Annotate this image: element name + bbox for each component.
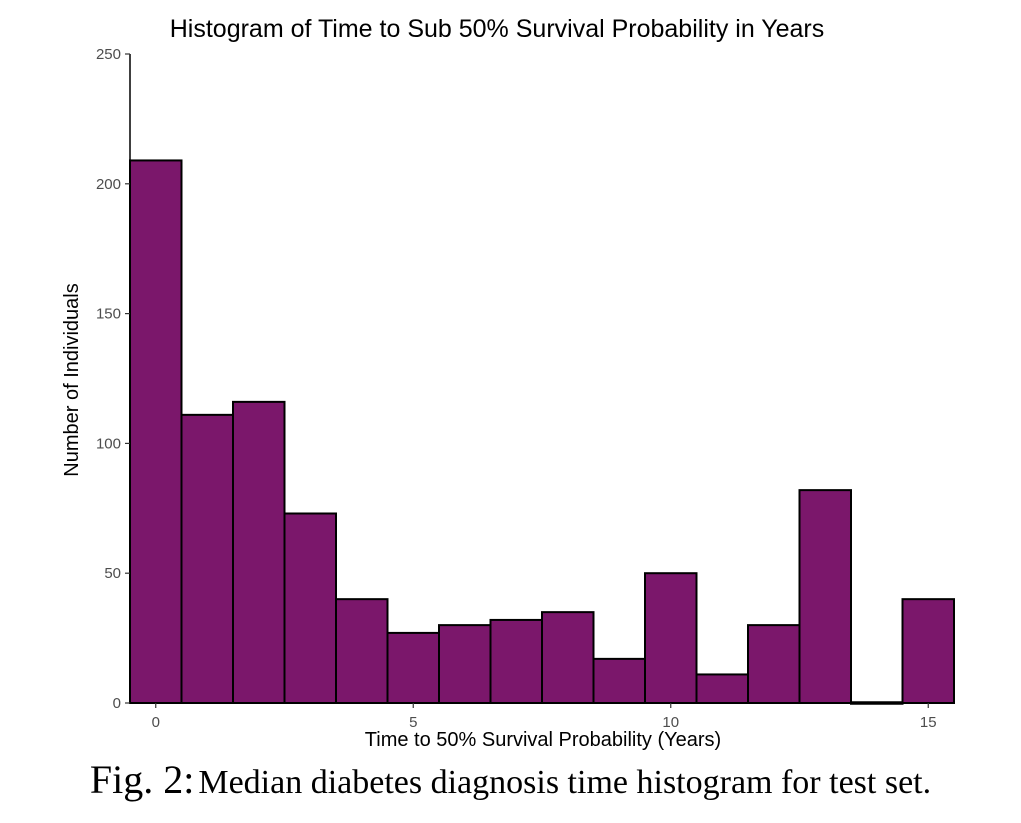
y-axis-label: Number of Individuals (61, 283, 83, 476)
y-tick-label: 0 (113, 695, 121, 712)
histogram-bar (335, 598, 389, 704)
histogram-bar (747, 624, 801, 704)
histogram-bar (592, 657, 646, 704)
histogram-bar (283, 512, 337, 704)
histogram-bar (180, 413, 234, 704)
figure-caption: Fig. 2: Median diabetes diagnosis time h… (0, 756, 1021, 803)
bars-group (129, 159, 955, 705)
x-tick-label: 15 (920, 714, 937, 731)
chart-title: Histogram of Time to Sub 50% Survival Pr… (170, 15, 824, 43)
histogram-bar (644, 572, 698, 705)
x-axis-label: Time to 50% Survival Probability (Years) (365, 729, 721, 750)
x-axis-ticks: 0 5 10 15 (152, 703, 937, 731)
x-tick-label: 0 (152, 714, 160, 731)
y-tick-label: 250 (96, 46, 121, 63)
histogram-bar (129, 159, 183, 705)
histogram-bar (541, 611, 595, 705)
y-tick-label: 200 (96, 176, 121, 193)
histogram-bar (901, 598, 955, 704)
caption-text: Median diabetes diagnosis time histogram… (198, 764, 932, 801)
x-tick-label: 5 (409, 714, 417, 731)
y-tick-label: 100 (96, 435, 121, 452)
histogram-bar (850, 701, 904, 705)
histogram-bar (232, 400, 286, 704)
y-tick-label: 150 (96, 306, 121, 323)
histogram-bar (489, 618, 543, 704)
x-tick-label: 10 (662, 714, 679, 731)
y-axis-ticks: 0 50 100 150 200 250 (96, 46, 130, 712)
histogram-bar (386, 631, 440, 705)
histogram-bar (798, 489, 852, 704)
histogram-bar (438, 624, 492, 704)
histogram-chart: Histogram of Time to Sub 50% Survival Pr… (61, 15, 955, 750)
caption-label: Fig. 2: (89, 757, 195, 802)
histogram-bar (695, 673, 749, 704)
y-tick-label: 50 (104, 565, 121, 582)
